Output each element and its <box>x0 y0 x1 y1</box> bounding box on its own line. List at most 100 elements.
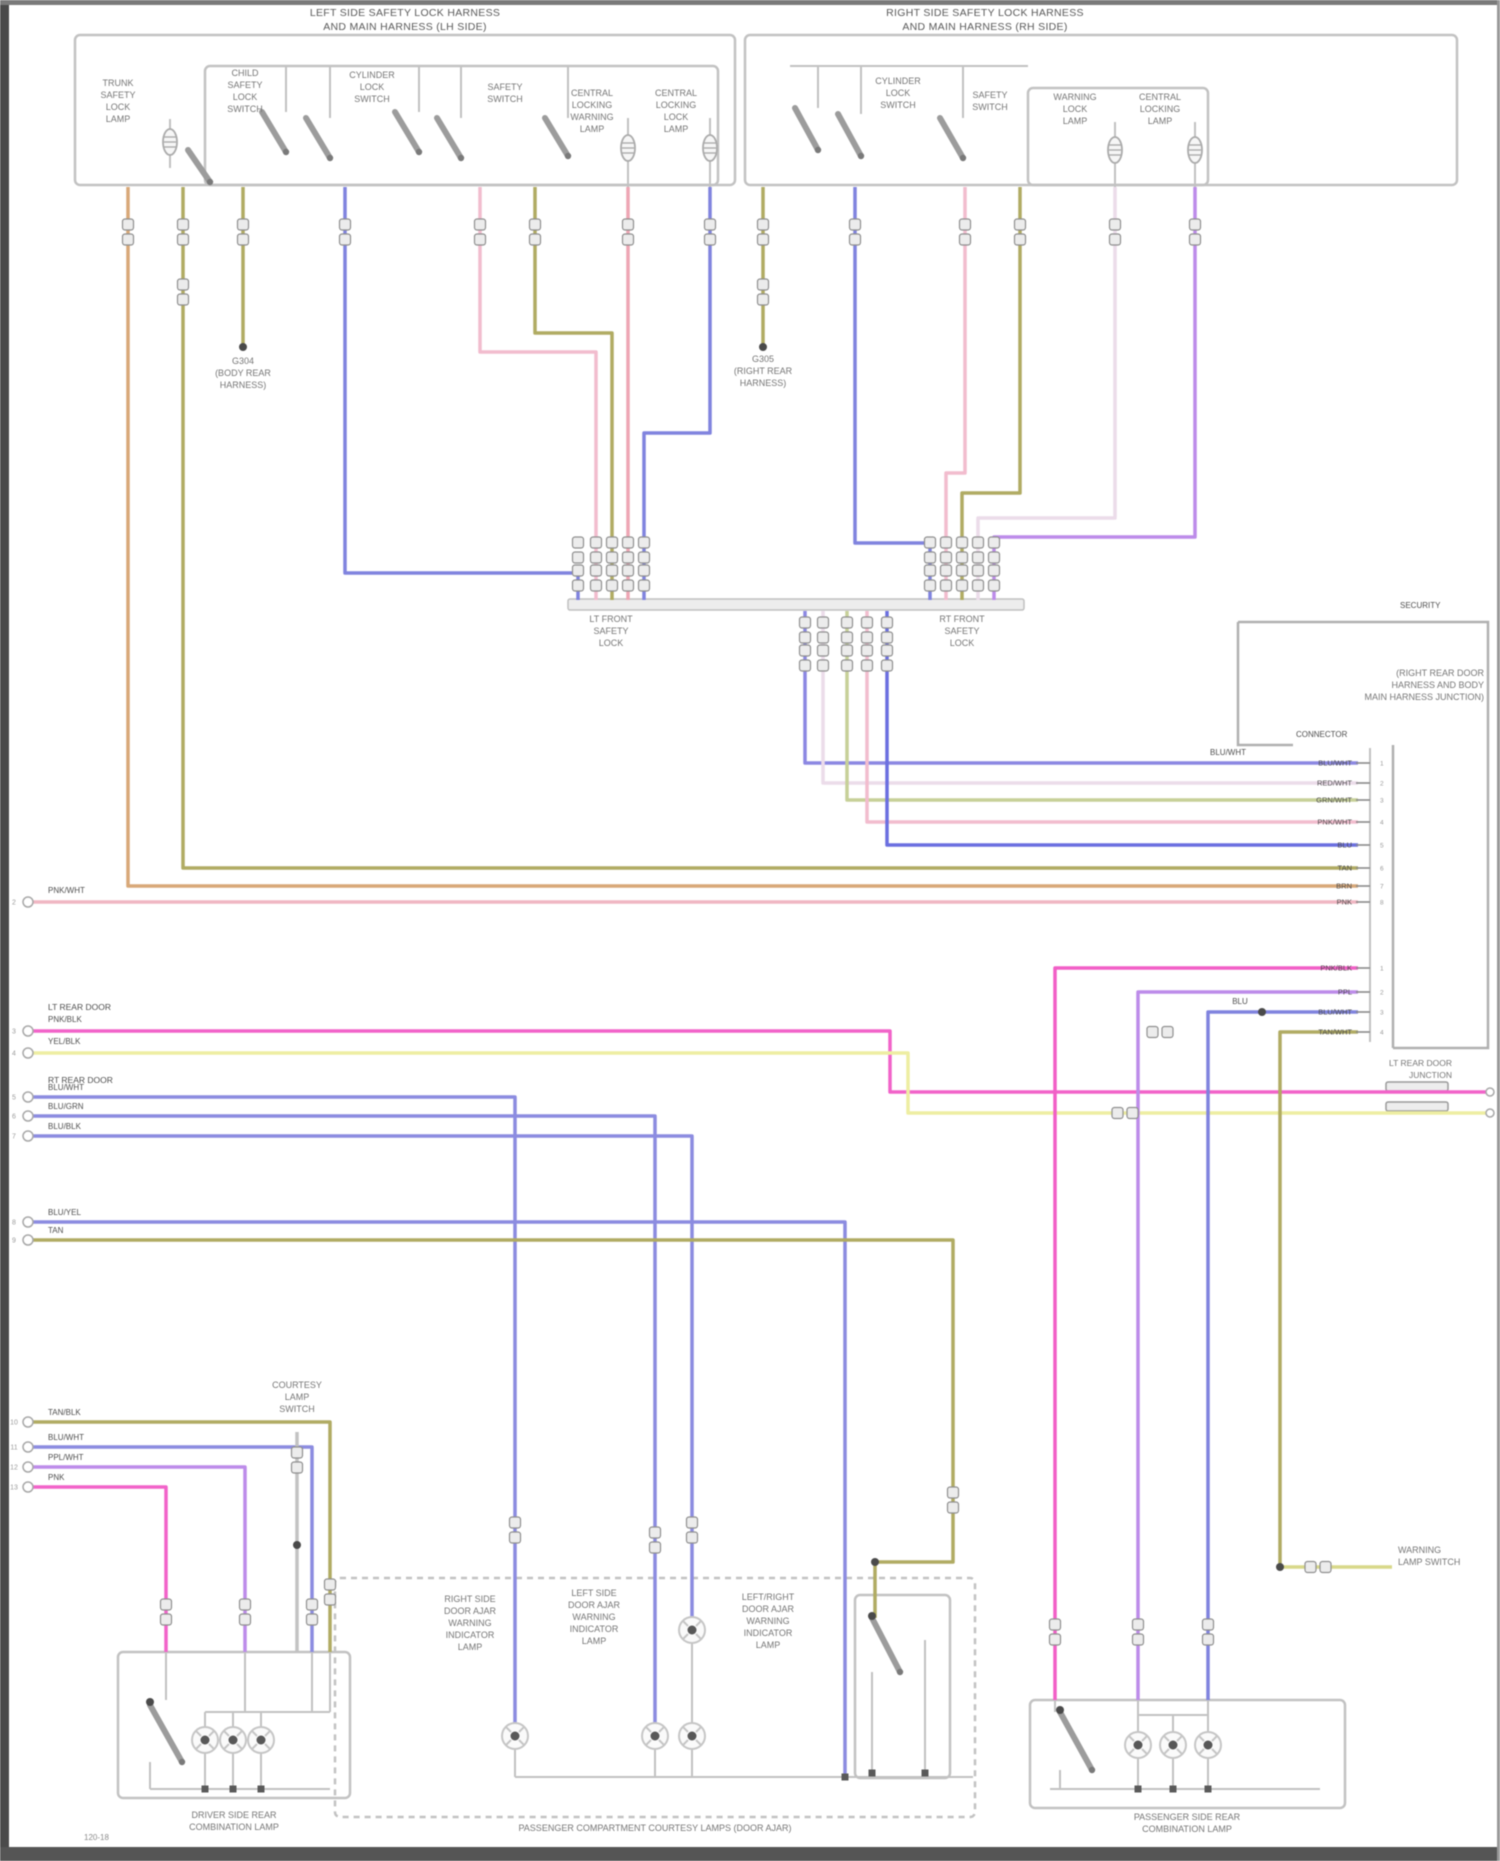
wire-purple-rear-lamp <box>28 1465 247 1652</box>
connector-symbol <box>756 293 770 306</box>
connector-symbol <box>1108 233 1122 246</box>
wire-blue-courtesy-a <box>28 1095 517 1723</box>
switch-contact <box>206 178 214 186</box>
connector-symbol <box>685 1531 699 1544</box>
connector-symbol <box>621 536 635 549</box>
junction-square <box>868 1769 876 1777</box>
wire-blue-lock-lamp <box>642 187 712 600</box>
diagram-label: LT REAR DOOR <box>48 1002 111 1012</box>
diagram-label: SWITCH <box>354 94 390 104</box>
connector-symbol <box>703 218 717 231</box>
connector-symbol <box>1319 1560 1332 1574</box>
switch-contact <box>178 1758 186 1766</box>
diagram-label: DRIVER SIDE REAR <box>191 1810 277 1820</box>
connector-symbol <box>1048 1633 1062 1646</box>
lamp-filament <box>1176 1748 1184 1756</box>
switch-icon <box>869 1615 903 1675</box>
connector-symbol <box>955 551 969 564</box>
connector-symbol <box>840 616 854 629</box>
switch-contact <box>282 148 290 156</box>
diagram-label: LAMP <box>1148 116 1173 126</box>
connector-symbol <box>880 616 894 629</box>
connector-symbol <box>756 278 770 291</box>
terminal <box>22 1130 34 1142</box>
diagram-label: LOCKING <box>656 100 697 110</box>
junction-square <box>1134 1785 1142 1793</box>
diagram-label: BLU/YEL <box>48 1208 81 1217</box>
module-outline <box>1236 622 1293 747</box>
connector-symbol <box>637 551 651 564</box>
connector-symbol <box>848 218 862 231</box>
diagram-label: SWITCH <box>279 1404 315 1414</box>
connector-symbol <box>971 564 985 577</box>
lamp-center <box>687 1731 697 1741</box>
dashed-assembly-box <box>333 1576 977 1819</box>
page-frame-band <box>1497 0 1500 1861</box>
diagram-label: SWITCH <box>487 94 523 104</box>
diagram-label: LAMP SWITCH <box>1398 1557 1460 1567</box>
wire-pink-safety-switch <box>478 187 598 600</box>
lamp-center <box>650 1731 660 1741</box>
connector-symbol <box>946 1486 960 1499</box>
pin-number: 4 <box>1380 1030 1384 1037</box>
diagram-label: LOCK <box>950 638 975 648</box>
junction-bar <box>1385 1081 1449 1092</box>
module-outline <box>1238 620 1490 1050</box>
connector-symbol <box>955 564 969 577</box>
switch-icon <box>259 109 289 155</box>
diagram-label: BLU/GRN <box>48 1102 84 1111</box>
connector-symbol <box>338 218 352 231</box>
connector-symbol <box>473 233 487 246</box>
terminal-number: 5 <box>12 1095 16 1102</box>
pin-label: TAN <box>1338 864 1352 873</box>
connector-symbol <box>955 579 969 592</box>
lamp-filament <box>222 1729 230 1737</box>
connector-symbol <box>571 579 585 592</box>
connector-symbol <box>958 218 972 231</box>
connector-symbol <box>971 579 985 592</box>
diagram-label: CYLINDER <box>349 70 395 80</box>
diagram-label: LEFT/RIGHT <box>742 1592 795 1602</box>
switch-contact <box>814 146 822 154</box>
lamp-filament <box>250 1743 258 1751</box>
diagram-label: CENTRAL <box>1139 92 1181 102</box>
diagram-label: LAMP <box>458 1642 483 1652</box>
diagram-label: LAMP <box>664 124 689 134</box>
diagram-label: LAMP <box>756 1640 781 1650</box>
junction-dot <box>868 1612 876 1620</box>
terminal <box>22 1234 34 1246</box>
diagram-label: SWITCH <box>880 100 916 110</box>
diagram-label: CONNECTOR <box>1296 730 1348 739</box>
connector-symbol <box>1146 1025 1159 1039</box>
diagram-label: SAFETY <box>227 80 262 90</box>
connector-symbol <box>238 1598 252 1611</box>
diagram-label: LOCK <box>106 102 131 112</box>
diagram-label: LEFT SIDE <box>571 1588 616 1598</box>
terminal-number: 8 <box>12 1220 16 1227</box>
connector-symbol <box>605 564 619 577</box>
diagram-label: SWITCH <box>972 102 1008 112</box>
diagram-label: BLU/WHT <box>48 1433 84 1442</box>
junction-dot <box>239 343 247 351</box>
connector-symbol <box>1201 1633 1215 1646</box>
terminal-number: 13 <box>10 1485 18 1492</box>
junction-square <box>201 1785 209 1793</box>
connector-symbol <box>923 551 937 564</box>
switch-contact <box>959 154 967 162</box>
lamp-filament <box>236 1729 244 1737</box>
pin-label: BLU <box>1337 841 1352 850</box>
connector-symbol <box>1188 233 1202 246</box>
harness-title: AND MAIN HARNESS (LH SIDE) <box>323 21 487 33</box>
page-frame-band <box>0 1847 1500 1861</box>
terminal <box>22 1216 34 1228</box>
wire-tan-ajar-switch <box>28 1238 955 1618</box>
terminal <box>22 1047 34 1059</box>
terminal-number: 4 <box>12 1051 16 1058</box>
wire-center-pnk-wht <box>865 611 1358 824</box>
switch-icon <box>392 109 422 155</box>
lamp-filament <box>1211 1748 1219 1756</box>
connector-symbol <box>589 536 603 549</box>
junction-square <box>1204 1785 1212 1793</box>
pin-number: 8 <box>1380 900 1384 907</box>
connector-symbol <box>176 293 190 306</box>
